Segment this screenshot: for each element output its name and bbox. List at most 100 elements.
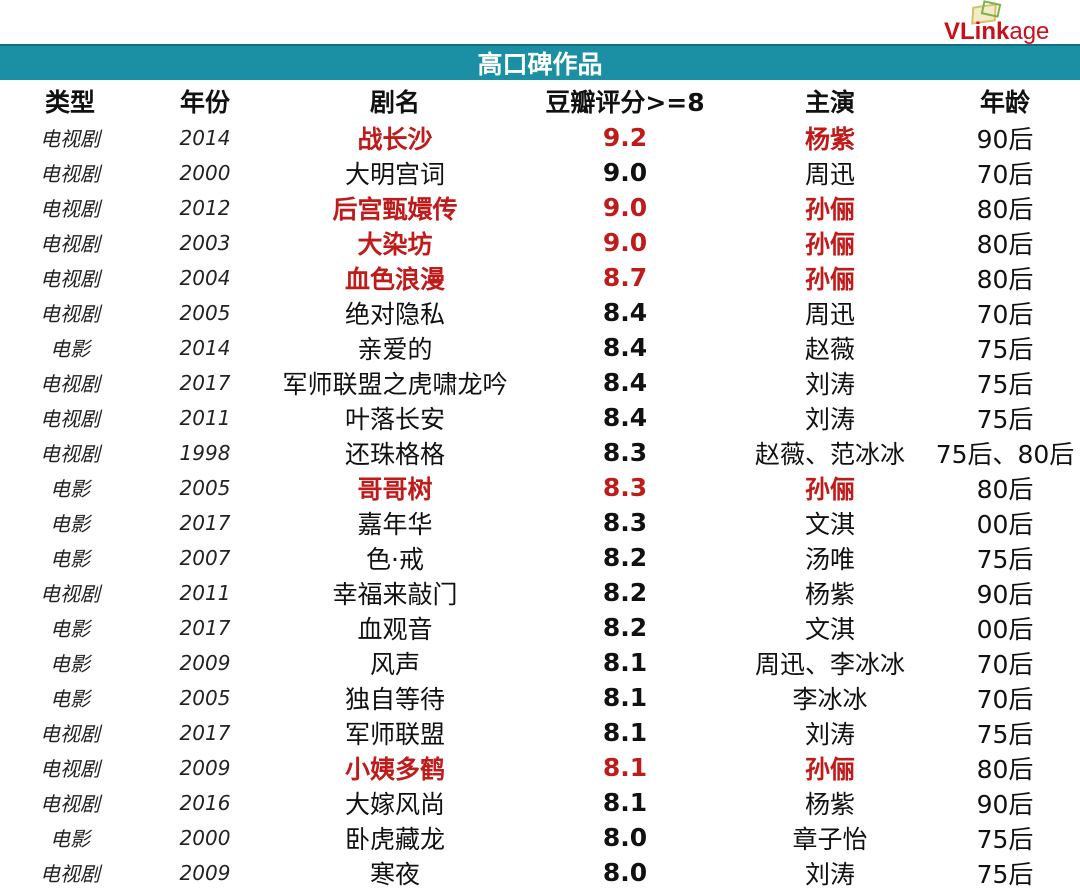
cell-score: 9.0 <box>602 158 648 187</box>
cell-title: 军师联盟之虎啸龙吟 <box>282 369 508 399</box>
table-row: 电视剧 2011 叶落长安 8.4 刘涛 75后 <box>0 400 1080 435</box>
cell-score: 8.1 <box>602 788 648 817</box>
column-header-score: 豆瓣评分>=8 <box>545 88 705 117</box>
table-header-row: 类型 年份 剧名 豆瓣评分>=8 主演 年龄 <box>0 82 1080 120</box>
cell-score: 8.3 <box>602 438 648 467</box>
cell-year: 2005 <box>179 475 231 500</box>
cell-cast: 刘涛 <box>804 369 855 399</box>
cell-age: 80后 <box>976 754 1034 784</box>
cell-title: 大嫁风尚 <box>344 789 445 819</box>
cell-type: 电影 <box>50 652 90 676</box>
cell-title: 还珠格格 <box>344 439 445 469</box>
logo-text: VLinkage <box>944 20 1049 44</box>
cell-cast: 周迅 <box>804 299 855 329</box>
cell-age: 70后 <box>976 649 1034 679</box>
cell-year: 2005 <box>179 685 231 710</box>
cell-cast: 刘涛 <box>804 719 855 749</box>
cell-type: 电视剧 <box>40 372 100 396</box>
cell-cast: 孙俪 <box>804 754 855 784</box>
cell-cast: 孙俪 <box>804 264 855 294</box>
cell-cast: 孙俪 <box>804 229 855 259</box>
column-header-type: 类型 <box>44 88 95 117</box>
cell-year: 2011 <box>179 405 231 430</box>
table-row: 电视剧 2005 绝对隐私 8.4 周迅 70后 <box>0 295 1080 330</box>
cell-cast: 周迅、李冰冰 <box>754 649 905 679</box>
cell-cast: 章子怡 <box>792 824 868 854</box>
cell-title: 风声 <box>369 649 420 679</box>
table-row: 电影 2005 哥哥树 8.3 孙俪 80后 <box>0 470 1080 505</box>
table-row: 电视剧 2017 军师联盟 8.1 刘涛 75后 <box>0 715 1080 750</box>
cell-year: 2000 <box>179 160 231 185</box>
table-row: 电视剧 1998 还珠格格 8.3 赵薇、范冰冰 75后、80后 <box>0 435 1080 470</box>
cell-year: 2012 <box>179 195 231 220</box>
cell-cast: 孙俪 <box>804 474 855 504</box>
cell-age: 90后 <box>976 789 1034 819</box>
cell-type: 电视剧 <box>40 127 100 151</box>
logo-text-bold: VLink <box>944 18 1010 45</box>
cell-type: 电视剧 <box>40 267 100 291</box>
column-header-title: 剧名 <box>369 88 420 117</box>
cell-year: 2017 <box>179 370 231 395</box>
cell-title: 幸福来敲门 <box>332 579 458 609</box>
table-row: 电视剧 2011 幸福来敲门 8.2 杨紫 90后 <box>0 575 1080 610</box>
cell-score: 8.0 <box>602 823 648 852</box>
cell-score: 8.4 <box>602 368 648 397</box>
table-body: 电视剧 2014 战长沙 9.2 杨紫 90后 电视剧 2000 大明宫词 9.0 周迅 70后 电视剧… <box>0 120 1080 890</box>
table-row: 电视剧 2014 战长沙 9.2 杨紫 90后 <box>0 120 1080 155</box>
table-row: 电视剧 2017 军师联盟之虎啸龙吟 8.4 刘涛 75后 <box>0 365 1080 400</box>
cell-title: 绝对隐私 <box>344 299 445 329</box>
cell-year: 2016 <box>179 790 231 815</box>
cell-type: 电影 <box>50 512 90 536</box>
table-row: 电视剧 2012 后宫甄嬛传 9.0 孙俪 80后 <box>0 190 1080 225</box>
table-row: 电视剧 2016 大嫁风尚 8.1 杨紫 90后 <box>0 785 1080 820</box>
table-row: 电视剧 2009 小姨多鹤 8.1 孙俪 80后 <box>0 750 1080 785</box>
cell-cast: 杨紫 <box>804 789 855 819</box>
cell-title: 哥哥树 <box>357 474 433 504</box>
cell-year: 2009 <box>179 860 231 885</box>
cell-title: 后宫甄嬛传 <box>332 194 458 224</box>
cell-title: 色·戒 <box>366 544 424 574</box>
cell-type: 电视剧 <box>40 197 100 221</box>
cell-cast: 文淇 <box>804 509 855 539</box>
cell-cast: 杨紫 <box>804 124 855 154</box>
cell-age: 75后 <box>976 544 1034 574</box>
cell-type: 电视剧 <box>40 442 100 466</box>
cell-age: 80后 <box>976 229 1034 259</box>
cell-year: 2000 <box>179 825 231 850</box>
cell-age: 70后 <box>976 159 1034 189</box>
cell-year: 2003 <box>179 230 231 255</box>
cell-type: 电影 <box>50 827 90 851</box>
cell-type: 电视剧 <box>40 232 100 256</box>
vlinkage-logo: VLinkage <box>944 0 1074 44</box>
cell-title: 战长沙 <box>357 124 433 154</box>
cell-age: 75后 <box>976 369 1034 399</box>
cell-cast: 周迅 <box>804 159 855 189</box>
works-table: 类型 年份 剧名 豆瓣评分>=8 主演 年龄 电视剧 2014 战长沙 9.2 杨紫 90… <box>0 82 1080 890</box>
cell-year: 2014 <box>179 335 231 360</box>
cell-age: 80后 <box>976 264 1034 294</box>
cell-score: 8.0 <box>602 858 648 887</box>
cell-title: 血色浪漫 <box>344 264 445 294</box>
cell-year: 2011 <box>179 580 231 605</box>
cell-type: 电影 <box>50 547 90 571</box>
cell-score: 8.4 <box>602 333 648 362</box>
cell-type: 电视剧 <box>40 407 100 431</box>
cell-title: 独自等待 <box>344 684 445 714</box>
cell-type: 电影 <box>50 337 90 361</box>
cell-score: 8.1 <box>602 753 648 782</box>
cell-year: 2017 <box>179 720 231 745</box>
cell-title: 亲爱的 <box>357 334 433 364</box>
cell-type: 电视剧 <box>40 582 100 606</box>
cell-cast: 李冰冰 <box>792 684 868 714</box>
cell-age: 75后 <box>976 404 1034 434</box>
cell-age: 90后 <box>976 579 1034 609</box>
table-row: 电影 2017 嘉年华 8.3 文淇 00后 <box>0 505 1080 540</box>
cell-title: 卧虎藏龙 <box>344 824 445 854</box>
cell-age: 75后 <box>976 719 1034 749</box>
cell-type: 电影 <box>50 687 90 711</box>
table-row: 电影 2014 亲爱的 8.4 赵薇 75后 <box>0 330 1080 365</box>
column-header-age: 年龄 <box>979 88 1030 117</box>
cell-type: 电视剧 <box>40 757 100 781</box>
cell-score: 8.3 <box>602 508 648 537</box>
cell-score: 8.2 <box>602 613 648 642</box>
